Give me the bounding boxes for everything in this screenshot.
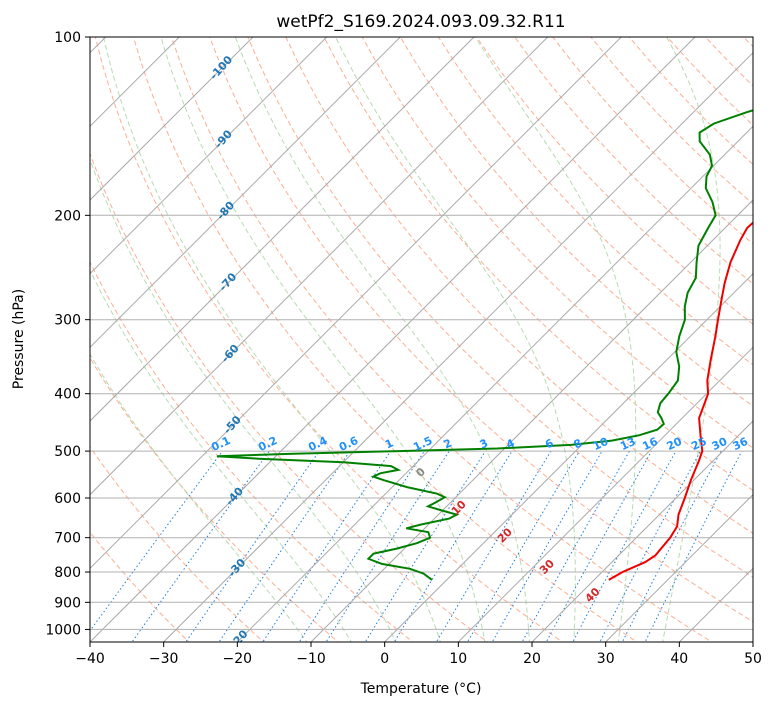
mixing-ratio-label: 20 — [665, 435, 685, 453]
mixing-ratio-label: 36 — [731, 435, 751, 453]
mixing-ratio-line — [621, 450, 722, 642]
profile-series — [216, 109, 753, 581]
mixing-ratio-line — [466, 450, 580, 642]
x-tick-label: 20 — [523, 651, 541, 667]
x-tick-label: −30 — [149, 651, 179, 667]
y-axis-label: Pressure (hPa) — [11, 289, 27, 389]
dry-adiabat-line — [361, 37, 753, 449]
mixing-ratio-label: 10 — [591, 435, 611, 453]
plot-area: -100-90-80-70-60-50-40-30-20-10010203040… — [90, 37, 753, 642]
isotherm-line — [90, 37, 623, 570]
isotherm-line — [604, 493, 753, 642]
isotherm-line — [90, 37, 254, 201]
dry-adiabat-line — [437, 37, 753, 366]
x-tick-label: −10 — [296, 651, 326, 667]
x-tick-label: −40 — [75, 651, 105, 667]
dry-adiabat-line — [399, 37, 753, 407]
y-tick-label: 100 — [54, 30, 81, 46]
moist-adiabat-line — [90, 158, 397, 642]
x-tick-label: 30 — [597, 651, 615, 667]
mixing-ratio-line — [218, 450, 351, 642]
isotherm-line — [236, 125, 753, 642]
mixing-ratio-label: 16 — [640, 435, 660, 453]
mixing-ratio-line — [325, 450, 450, 642]
y-tick-label: 300 — [54, 313, 81, 329]
plot-frame — [89, 36, 754, 643]
mixing-ratio-line — [298, 450, 425, 642]
temperature-line — [608, 221, 753, 581]
x-tick-label: 40 — [670, 651, 688, 667]
isotherm-line — [90, 37, 549, 496]
moist-adiabat-line — [90, 353, 308, 642]
mixing-ratio-label: 13 — [618, 435, 637, 453]
isotherm-line — [383, 272, 753, 642]
mixing-ratio-line — [572, 450, 677, 642]
y-tick-label: 900 — [54, 595, 81, 611]
y-tick-label: 200 — [54, 208, 81, 224]
isotherm-line — [90, 37, 696, 642]
isotherm-line — [90, 37, 475, 422]
moist-adiabat-line — [102, 37, 441, 642]
dry-adiabat-line — [90, 152, 489, 642]
mixing-ratio-line — [131, 450, 270, 642]
x-tick-label: −20 — [223, 651, 253, 667]
isotherm-line — [162, 51, 753, 642]
y-tick-label: 500 — [54, 444, 81, 460]
dry-adiabat-line — [90, 446, 265, 642]
mixing-ratio-line — [262, 450, 392, 642]
isotherm-line — [90, 37, 402, 349]
isotherm-line — [531, 420, 753, 642]
grid-lines — [90, 37, 753, 642]
y-tick-label: 800 — [54, 565, 81, 581]
dry-adiabat-line — [90, 356, 339, 642]
chart-title: wetPf2_S169.2024.093.09.32.R11 — [276, 12, 565, 32]
x-tick-label: 0 — [380, 651, 389, 667]
mixing-ratio-line — [393, 450, 513, 642]
axis-ticks: −40 −30 −20 −10 0 10 20 30 40 50 100 200 300 400 500 60… — [45, 30, 762, 667]
y-tick-label: 600 — [54, 491, 81, 507]
isotherm-line — [90, 37, 328, 275]
dry-adiabat-line — [171, 37, 713, 642]
dewpoint-line — [216, 109, 753, 581]
mixing-ratio-line — [185, 450, 320, 642]
mixing-ratio-label: 30 — [710, 435, 730, 453]
x-tick-label: 50 — [744, 651, 762, 667]
isotherm-line — [457, 346, 753, 642]
mixing-ratio-lines — [90, 450, 743, 642]
y-tick-label: 700 — [54, 531, 81, 547]
dry-adiabat-line — [323, 37, 753, 491]
y-tick-label: 400 — [54, 387, 81, 403]
y-tick-label: 1000 — [45, 622, 81, 638]
x-tick-label: 10 — [449, 651, 467, 667]
mixing-ratio-line — [90, 450, 223, 632]
dry-adiabat-line — [476, 37, 753, 325]
isotherm-line — [310, 199, 753, 642]
x-axis-label: Temperature (°C) — [360, 681, 482, 697]
mixing-ratio-label: 25 — [689, 435, 708, 453]
